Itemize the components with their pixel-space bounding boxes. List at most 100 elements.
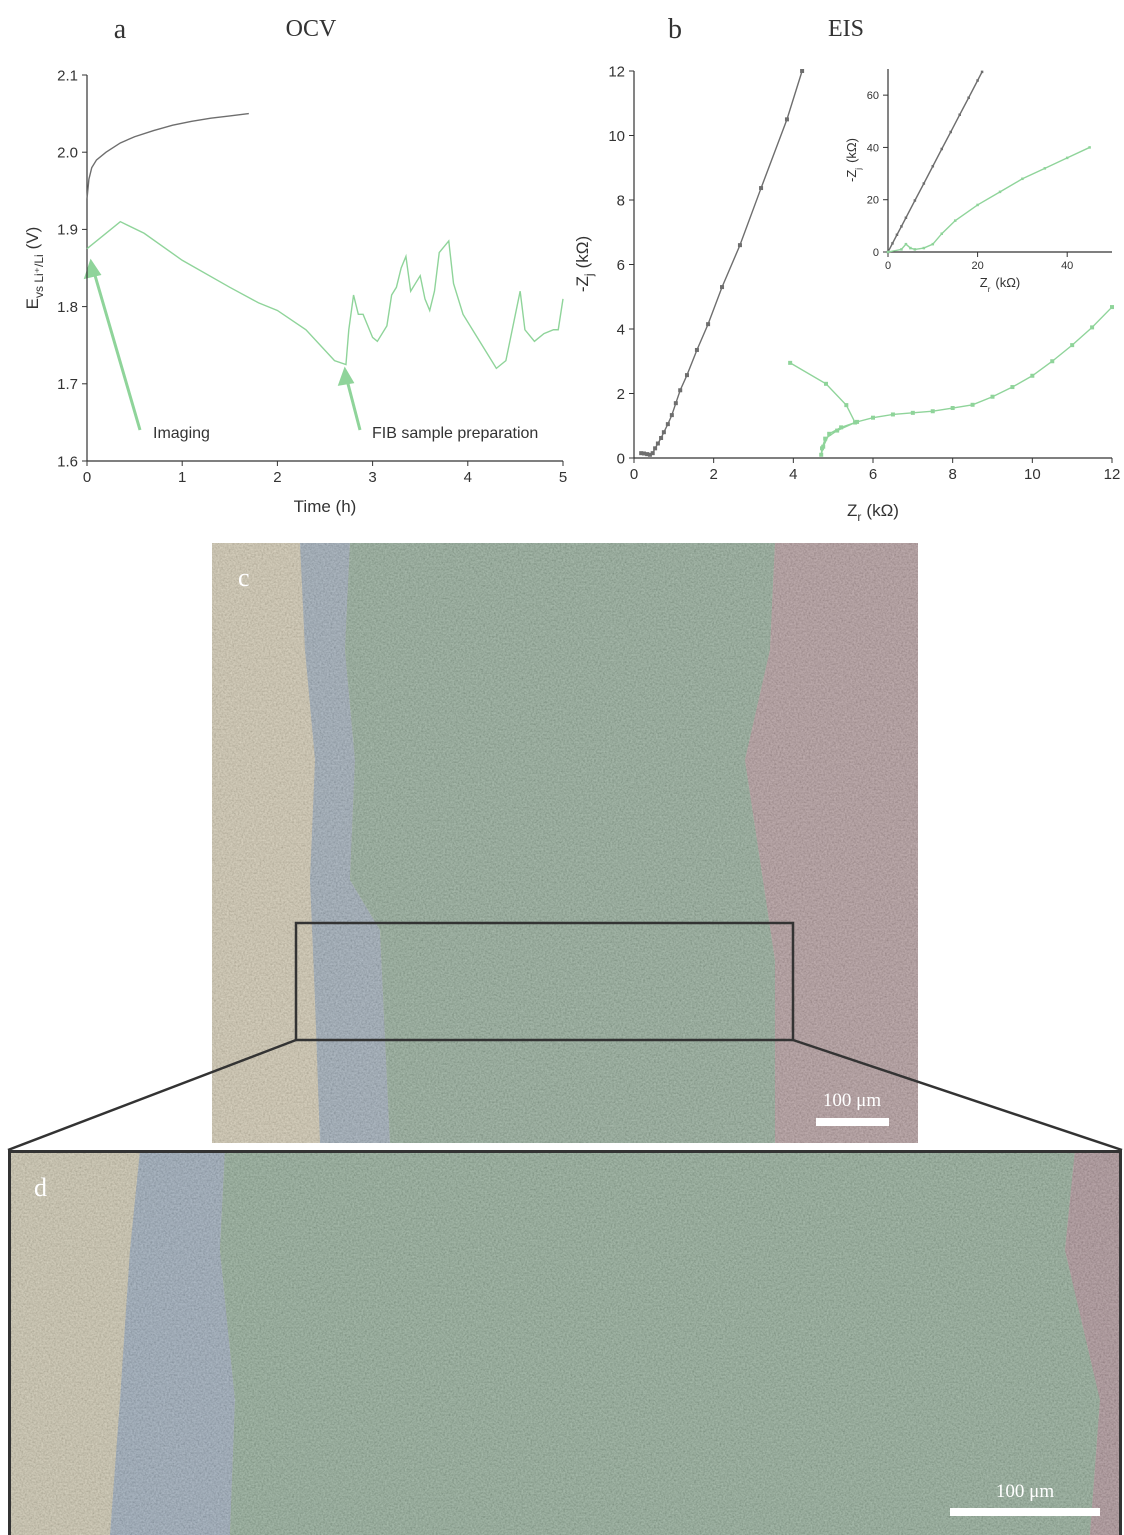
y-tick-label: 1.7 — [57, 376, 78, 393]
y-axis-label: Evs Li⁺/Li (V) — [23, 227, 46, 310]
annotation: Imaging — [153, 425, 210, 442]
y-tick-label: 0 — [617, 450, 625, 467]
y-tick-label: 10 — [608, 128, 625, 145]
scale-bar-label: 100 μm — [823, 1090, 881, 1111]
panel-label: c — [238, 563, 250, 592]
data-point — [684, 373, 689, 378]
data-point — [890, 412, 895, 417]
y-tick-label: 1.9 — [57, 222, 78, 239]
series-line — [789, 306, 1113, 455]
data-point — [661, 430, 666, 435]
label-subscript: j — [854, 168, 863, 171]
y-tick-label: 40 — [867, 142, 879, 154]
y-axis-label: -Zj (kΩ) — [844, 138, 863, 182]
annotation: FIB sample preparation — [372, 425, 538, 442]
series-line — [887, 146, 1090, 253]
data-point — [737, 243, 742, 248]
scale-bar-label: 100 μm — [996, 1481, 1054, 1502]
x-tick-label: 3 — [368, 469, 376, 486]
data-point — [720, 285, 725, 290]
data-point — [647, 452, 652, 457]
x-tick-label: 10 — [1024, 466, 1041, 483]
data-point — [844, 403, 849, 408]
data-point — [1021, 177, 1024, 181]
x-tick-label: 0 — [83, 469, 91, 486]
x-tick-label: 40 — [1061, 260, 1073, 272]
x-axis-label: Zr (kΩ) — [847, 501, 899, 524]
data-point — [823, 436, 828, 441]
data-point — [871, 415, 875, 420]
x-tick-label: 2 — [709, 466, 717, 483]
texture — [212, 543, 918, 1143]
data-point — [998, 190, 1002, 194]
series-line — [641, 70, 803, 456]
data-point — [909, 246, 912, 250]
data-point — [910, 410, 915, 415]
data-point — [1065, 156, 1069, 160]
data-point — [1050, 359, 1055, 364]
data-point — [835, 428, 840, 433]
data-point — [976, 203, 979, 207]
y-tick-label: 2 — [617, 386, 625, 403]
series-line — [887, 71, 983, 253]
data-point — [1043, 167, 1047, 170]
data-point — [650, 451, 655, 456]
label-main: Time (h) — [294, 497, 357, 516]
data-point — [913, 199, 917, 202]
x-tick-label: 20 — [971, 260, 983, 272]
data-point — [900, 225, 903, 228]
y-tick-label: 1.6 — [57, 453, 78, 470]
data-point — [665, 422, 670, 427]
y-axis-label: -Zj (kΩ) — [573, 236, 596, 292]
data-point — [678, 388, 683, 393]
arrow-head — [83, 258, 102, 280]
texture — [8, 1150, 1122, 1535]
data-point — [976, 79, 979, 82]
data-point — [1030, 373, 1035, 378]
x-tick-label: 0 — [885, 260, 891, 272]
zoom-line — [7, 1038, 297, 1152]
y-tick-label: 20 — [867, 195, 879, 207]
sem-image-d — [8, 1150, 1122, 1535]
chart-title: EIS — [828, 16, 864, 42]
panel-label: b — [668, 14, 682, 45]
arrow — [92, 271, 142, 431]
x-tick-label: 2 — [273, 469, 281, 486]
data-point — [886, 250, 890, 254]
y-tick-label: 12 — [608, 63, 625, 80]
series-line — [86, 220, 564, 370]
data-point — [639, 451, 644, 456]
series-line — [86, 112, 249, 199]
data-point — [1088, 146, 1091, 149]
arrow-head — [337, 366, 355, 386]
data-point — [953, 219, 957, 222]
data-point — [784, 117, 789, 122]
label-unit: (kΩ) — [844, 138, 859, 163]
x-tick-label: 1 — [178, 469, 186, 486]
image-border — [8, 1150, 1122, 1535]
data-point — [827, 431, 832, 436]
y-tick-label: 0 — [873, 247, 879, 259]
label-unit: (V) — [23, 227, 42, 250]
y-tick-label: 2.1 — [57, 67, 78, 84]
label-main: Z — [847, 501, 857, 520]
label-subscript: r — [857, 510, 861, 524]
data-point — [904, 216, 908, 220]
chart-title: OCV — [286, 16, 337, 42]
data-point — [641, 451, 646, 456]
data-point — [1070, 343, 1075, 348]
scale-bar — [950, 1508, 1100, 1516]
data-point — [990, 394, 995, 399]
label-main: -Z — [844, 170, 859, 182]
x-tick-label: 12 — [1104, 466, 1121, 483]
data-point — [895, 233, 899, 236]
x-tick-label: 6 — [869, 466, 877, 483]
x-axis-label: Zr (kΩ) — [980, 275, 1021, 294]
data-point — [855, 419, 860, 424]
data-point — [970, 402, 975, 407]
data-point — [706, 322, 711, 327]
y-tick-label: 1.8 — [57, 299, 78, 316]
zoom-box — [294, 921, 795, 1042]
arrow — [345, 379, 362, 431]
